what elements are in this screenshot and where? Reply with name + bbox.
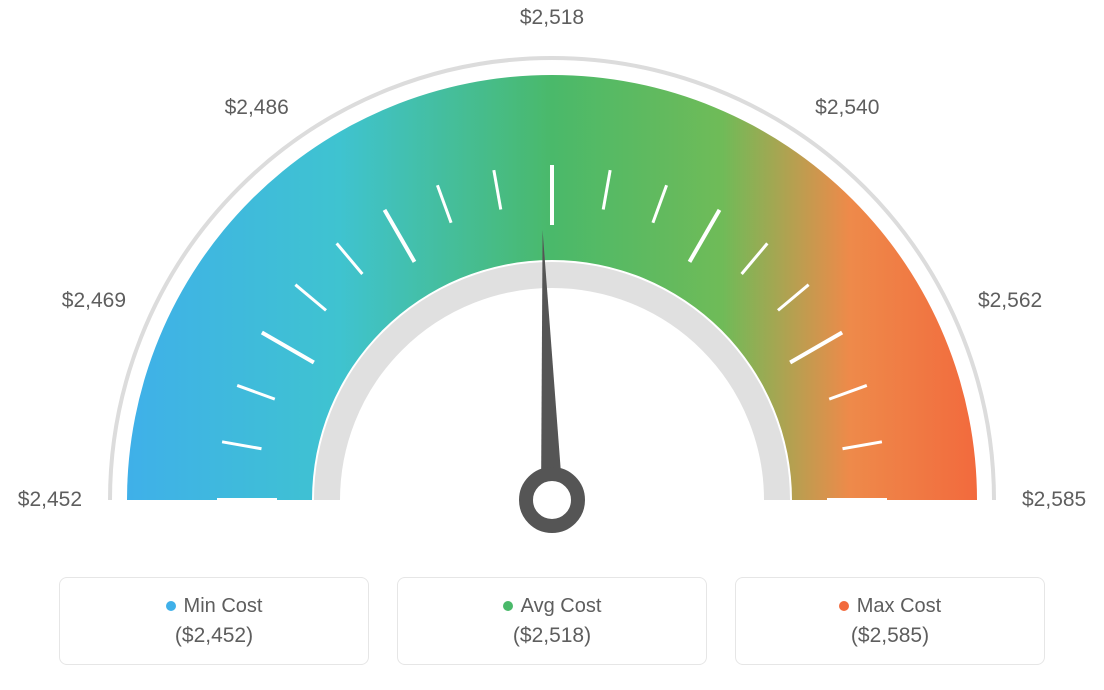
gauge-chart: $2,452$2,469$2,486$2,518$2,540$2,562$2,5… [52, 10, 1052, 560]
gauge-tick-label: $2,540 [815, 96, 879, 120]
gauge-tick-label: $2,486 [225, 96, 289, 120]
legend-avg-value: ($2,518) [513, 624, 591, 648]
legend-avg-top: Avg Cost [503, 595, 602, 618]
legend-min-label: Min Cost [184, 595, 263, 618]
legend-dot-avg [503, 601, 513, 611]
gauge-svg [52, 10, 1052, 560]
gauge-tick-label: $2,518 [520, 6, 584, 30]
legend-min-top: Min Cost [166, 595, 263, 618]
legend-avg-label: Avg Cost [521, 595, 602, 618]
legend-max-top: Max Cost [839, 595, 941, 618]
legend-min-value: ($2,452) [175, 624, 253, 648]
legend-row: Min Cost ($2,452) Avg Cost ($2,518) Max … [59, 577, 1045, 665]
legend-dot-max [839, 601, 849, 611]
legend-card-min: Min Cost ($2,452) [59, 577, 369, 665]
gauge-tick-label: $2,585 [1022, 488, 1086, 512]
gauge-tick-label: $2,452 [18, 488, 82, 512]
legend-max-label: Max Cost [857, 595, 941, 618]
legend-dot-min [166, 601, 176, 611]
gauge-tick-label: $2,562 [978, 289, 1042, 313]
legend-max-value: ($2,585) [851, 624, 929, 648]
legend-card-max: Max Cost ($2,585) [735, 577, 1045, 665]
gauge-tick-label: $2,469 [62, 289, 126, 313]
legend-card-avg: Avg Cost ($2,518) [397, 577, 707, 665]
